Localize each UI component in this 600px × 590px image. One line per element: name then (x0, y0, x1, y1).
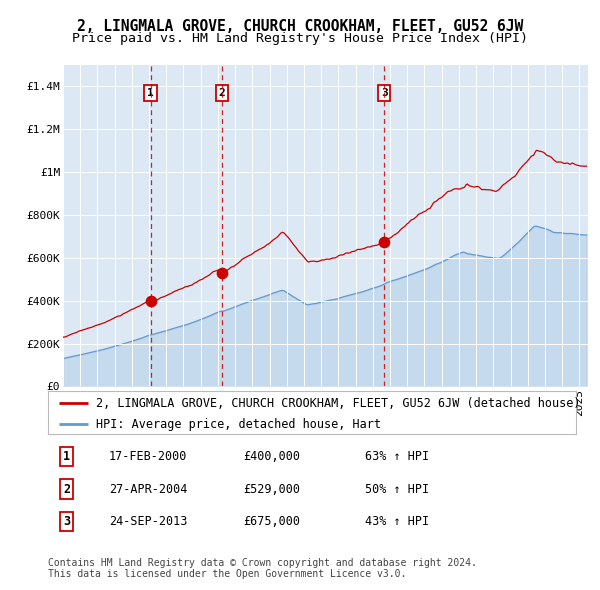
Text: 2: 2 (63, 483, 70, 496)
Text: 1: 1 (147, 88, 154, 98)
Text: £675,000: £675,000 (244, 515, 301, 528)
Text: 1: 1 (63, 450, 70, 463)
Text: HPI: Average price, detached house, Hart: HPI: Average price, detached house, Hart (95, 418, 380, 431)
Text: 2, LINGMALA GROVE, CHURCH CROOKHAM, FLEET, GU52 6JW: 2, LINGMALA GROVE, CHURCH CROOKHAM, FLEE… (77, 19, 523, 34)
Text: 3: 3 (381, 88, 388, 98)
Text: £400,000: £400,000 (244, 450, 301, 463)
Text: 24-SEP-2013: 24-SEP-2013 (109, 515, 187, 528)
Text: 50% ↑ HPI: 50% ↑ HPI (365, 483, 429, 496)
Point (380, 237, 389, 247)
Text: £529,000: £529,000 (244, 483, 301, 496)
Text: 27-APR-2004: 27-APR-2004 (109, 483, 187, 496)
Text: 17-FEB-2000: 17-FEB-2000 (109, 450, 187, 463)
Point (146, 296, 155, 306)
Text: Contains HM Land Registry data © Crown copyright and database right 2024.
This d: Contains HM Land Registry data © Crown c… (48, 558, 477, 579)
Point (217, 268, 227, 278)
Text: 63% ↑ HPI: 63% ↑ HPI (365, 450, 429, 463)
Text: 2: 2 (219, 88, 226, 98)
Text: 3: 3 (63, 515, 70, 528)
Text: 43% ↑ HPI: 43% ↑ HPI (365, 515, 429, 528)
Text: Price paid vs. HM Land Registry's House Price Index (HPI): Price paid vs. HM Land Registry's House … (72, 32, 528, 45)
Text: 2, LINGMALA GROVE, CHURCH CROOKHAM, FLEET, GU52 6JW (detached house): 2, LINGMALA GROVE, CHURCH CROOKHAM, FLEE… (95, 396, 580, 409)
